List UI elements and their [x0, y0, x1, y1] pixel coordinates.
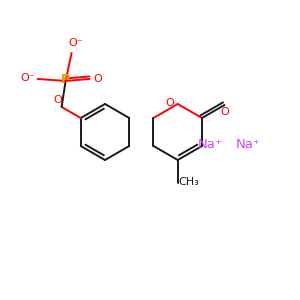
Text: O: O: [53, 95, 62, 105]
Text: CH₃: CH₃: [178, 177, 199, 188]
Text: O: O: [165, 98, 174, 108]
Text: Na⁺: Na⁺: [198, 139, 222, 152]
Text: P: P: [61, 74, 70, 86]
Text: Na⁺: Na⁺: [236, 139, 260, 152]
Text: O⁻: O⁻: [68, 38, 83, 48]
Text: O: O: [220, 107, 229, 117]
Text: O: O: [93, 74, 102, 84]
Text: O⁻: O⁻: [20, 73, 35, 83]
